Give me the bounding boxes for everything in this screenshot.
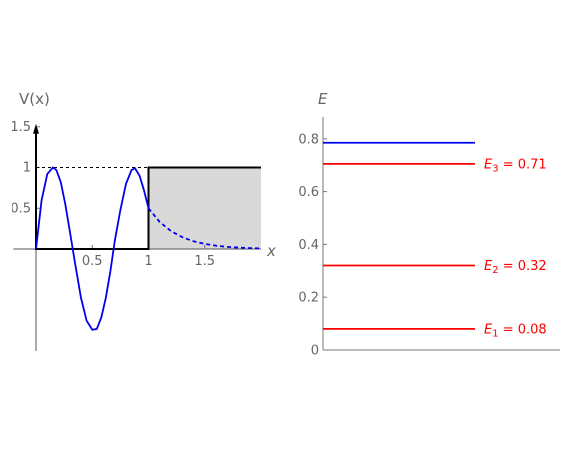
y-axis-title: V(x) (19, 90, 50, 108)
potential-plot: 0.5 1 1.5 0.5 1 1.5 (10, 120, 262, 351)
x-tick-label: 0.5 (82, 254, 103, 269)
y-tick-label: 1.5 (10, 120, 31, 135)
y-tick-label: 0 (311, 344, 319, 359)
wavefunction-tail (147, 207, 262, 250)
energy-symbol: E (484, 259, 493, 274)
energy-value: = 0.32 (499, 259, 547, 274)
energy-subscript: 2 (492, 265, 498, 276)
y-tick-label: 0.4 (298, 238, 319, 253)
y-tick-label: 1 (23, 161, 31, 176)
energy-value: = 0.71 (499, 157, 547, 172)
energy-symbol: E (484, 157, 493, 172)
energy-subscript: 1 (492, 328, 498, 339)
y-tick-label: 0.8 (298, 132, 319, 147)
energy-level-label: E3 = 0.71 (484, 157, 547, 174)
y-tick-label: 0.2 (298, 291, 319, 306)
y-tick-label: 0.5 (10, 201, 31, 216)
y-tick-label: 0.6 (298, 185, 319, 200)
wavefunction-line (35, 166, 150, 331)
x-axis-title: x (266, 242, 276, 260)
x-tick-label: 1.5 (194, 254, 215, 269)
energy-level-label: E2 = 0.32 (484, 259, 547, 276)
energy-level-label: E1 = 0.08 (484, 322, 547, 339)
barrier-region (148, 167, 261, 249)
potential-line (35, 126, 261, 250)
x-tick-label: 1 (144, 254, 152, 269)
energy-symbol: E (484, 322, 493, 337)
y-axis-title: E (318, 90, 328, 108)
energy-value: = 0.08 (499, 322, 547, 337)
energy-subscript: 3 (492, 163, 498, 174)
